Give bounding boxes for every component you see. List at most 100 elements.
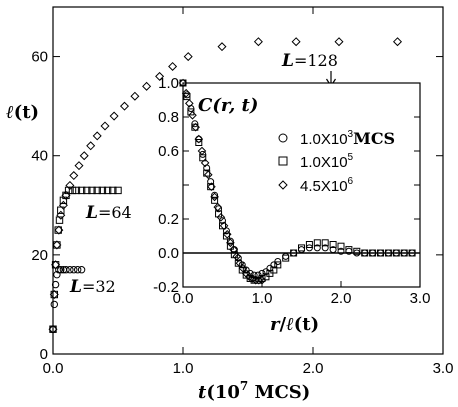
legend-marker-diamond [278,180,288,190]
inset-point-diamond [213,202,223,212]
main-point-circle [55,266,63,274]
legend-marker-circle [278,133,288,143]
inset-x-tick-label: 0.0 [173,290,194,307]
inset-point-circle [246,269,254,277]
main-point-diamond [183,52,193,62]
main-point-diamond [74,161,84,171]
inset-point-circle [211,191,219,199]
annotation-L128: L=128 [281,51,338,71]
annotation-L32: L=32 [69,277,116,297]
main-point-diamond [142,81,152,91]
main-point-diamond [130,91,140,101]
main-y-axis-title: ℓ(t) [6,102,39,123]
inset-point-square [234,259,242,267]
inset-point-square [361,249,369,257]
main-point-diamond [217,42,227,52]
inset-point-square [369,249,377,257]
inset-point-square [384,249,392,257]
main-point-diamond [334,37,344,47]
inset-point-diamond [185,99,194,108]
main-point-square [64,186,73,195]
inset-y-tick-label: 1.0 [158,75,179,92]
main-point-square [59,196,68,205]
main-point-diamond [86,141,96,151]
inset-y-tick-label: 0.0 [158,245,179,262]
main-point-circle [51,280,60,289]
inset-point-square [187,108,195,116]
inset-title: C(r, t) [198,95,258,116]
inset-point-diamond [222,229,232,239]
inset-point-square [219,222,226,230]
inset-point-diamond [191,122,200,132]
inset-point-diamond [219,221,229,231]
main-x-tick-label: 3.0 [433,360,454,377]
inset-point-diamond [181,88,191,98]
inset-point-circle [222,227,230,235]
main-point-diamond [52,240,62,250]
inset-point-diamond [216,212,226,222]
main-point-circle [53,270,61,279]
inset-point-square [274,261,282,269]
main-point-circle [62,266,70,274]
legend-label-1e3: 1.0X103MCS [300,129,395,148]
inset-point-circle [262,268,270,276]
inset-x-tick-label: 1.0 [252,290,273,307]
main-data-points [48,37,403,334]
inset-point-square [199,154,207,162]
main-point-square [53,241,61,249]
inset-point-square [337,242,345,250]
main-point-diamond [58,200,68,210]
inset-point-square [345,246,353,254]
inset-point-diamond [210,192,219,202]
main-point-square [88,186,96,195]
inset-y-tick-label: -0.2 [153,279,179,296]
inset-point-diamond [226,238,235,248]
inset-point-circle [337,247,345,255]
main-point-diamond [79,151,89,161]
main-point-square [54,226,62,234]
main-x-axis-title: t(107 MCS) [198,379,310,403]
inset-point-circle [329,246,337,254]
main-plot-frame [52,6,444,355]
inset-point-circle [207,178,215,186]
main-point-diamond [119,101,130,111]
main-y-tick-label: 0 [40,346,48,363]
inset-point-square [298,244,305,252]
main-point-diamond [65,180,75,190]
main-point-diamond [69,171,79,181]
main-point-diamond [61,190,71,200]
main-point-diamond [168,61,178,71]
inset-x-axis-title: r/ℓ(t) [270,314,319,335]
inset-y-tick-label: 0.8 [158,109,179,126]
inset-point-circle [226,237,234,245]
inset-point-diamond [229,245,238,254]
inset-legend: 1.0X103MCS 1.0X105 4.5X106 [278,129,395,195]
main-point-diamond [49,290,59,300]
inset-point-square [282,254,290,262]
main-point-diamond [253,37,263,47]
main-point-square [68,186,77,195]
main-point-square [83,186,91,195]
inset-point-square [305,241,313,248]
inset-point-diamond [238,263,248,273]
inset-point-square [211,196,219,204]
main-point-circle [49,325,57,333]
inset-point-diamond [197,146,207,156]
main-point-diamond [155,71,165,81]
inset-point-diamond [254,275,264,285]
inset-x-tick-label: 2.0 [331,290,352,307]
main-point-diamond [56,210,66,220]
inset-point-diamond [188,110,197,120]
main-point-square [93,186,101,195]
main-point-square [98,186,107,195]
inset-point-square [377,249,384,257]
inset-point-diamond [232,252,242,261]
main-point-circle [74,266,82,274]
inset-point-circle [242,266,250,274]
annotation-L64: L=64 [85,203,132,223]
main-point-square [114,186,122,195]
inset-point-square [313,239,321,247]
main-point-circle [50,300,58,309]
inset-point-square [392,249,400,257]
